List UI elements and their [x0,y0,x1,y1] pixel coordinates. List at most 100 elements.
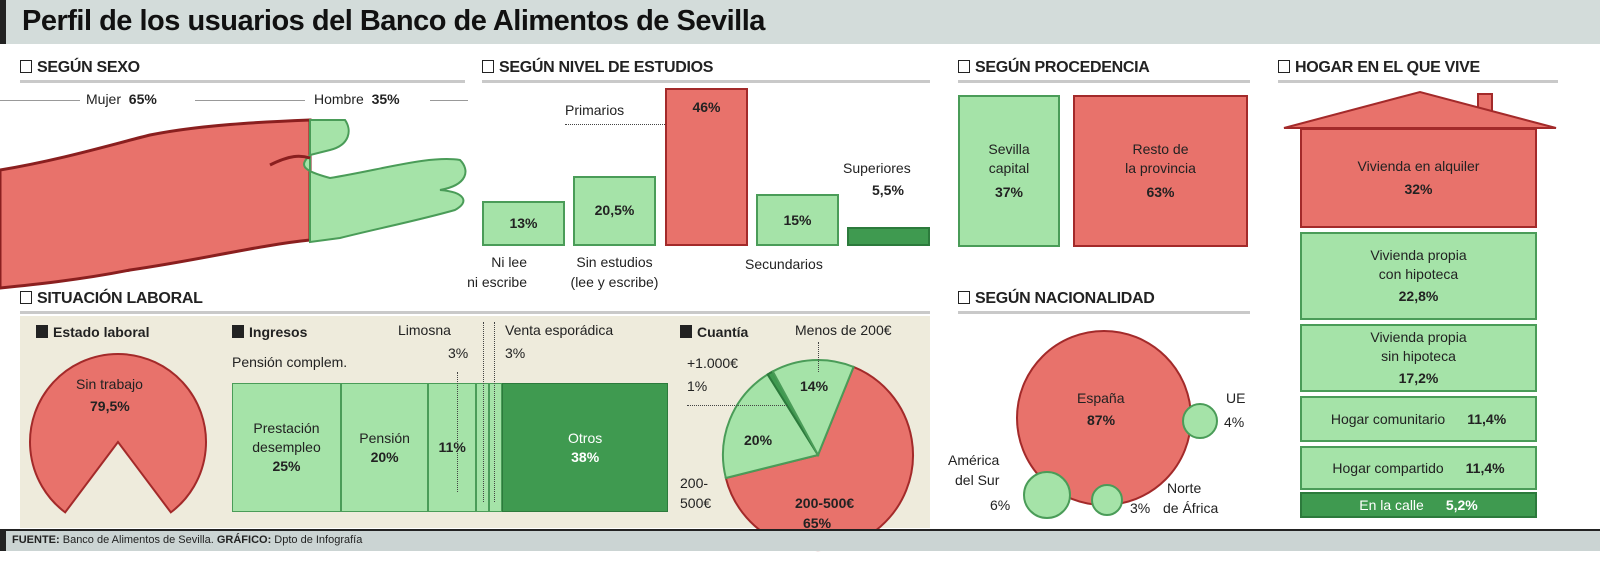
divider [482,80,930,83]
category-label: En la calle [1359,496,1424,513]
fuente-text: Banco de Alimentos de Sevilla. [62,534,214,546]
value-label: 32% [1404,181,1433,197]
category-label: sin hipoteca [1381,347,1456,364]
male-hand-mark [303,119,467,244]
leader-line [565,124,665,125]
category-label: 3% [448,345,469,361]
category-label: del Sur [955,472,1000,488]
category-label: con hipoteca [1378,265,1459,282]
category-label: capital [988,159,1030,176]
divider [958,311,1250,314]
section-heading-procedencia: SEGÚN PROCEDENCIA [958,59,1150,77]
pie-slice-cuantia [724,365,914,551]
category-label: Primarios [565,102,625,118]
category-label: Norte [1167,480,1202,496]
category-label: UE [1226,390,1246,406]
nacionalidad-bubble-3 [1023,471,1071,519]
square-bullet-icon [1278,60,1290,73]
category-label: Otros [568,429,603,446]
category-label: 6% [990,497,1011,513]
value-label: 37% [994,184,1024,201]
value-label: 13% [509,215,538,232]
grafico-label: GRÁFICO: [216,534,272,546]
category-label: desempleo [252,439,321,456]
estudios-bar: 15% [756,194,839,246]
label-text: Hombre [314,91,364,107]
category-label: Sevilla [988,140,1030,157]
fuente-label: FUENTE: [12,534,60,546]
leader-line [687,405,787,406]
finger-mark [269,154,311,167]
category-label: Hogar comunitario [1330,410,1446,427]
category-label: 3% [505,345,526,361]
grafico-text: Dpto de Infografía [274,534,363,546]
category-label: Sin trabajo [76,376,143,392]
category-label: Vivienda propia [1370,246,1467,263]
category-label: (lee y escribe) [570,274,659,290]
divider [1278,80,1558,83]
house-roof-icon [1283,90,1557,129]
section-heading-sexo: SEGÚN SEXO [20,59,140,77]
pie-slice-sin-trabajo [29,353,207,514]
hand-illustration [0,118,467,290]
procedencia-bar-sevilla: Sevilla capital 37% [958,95,1060,247]
category-label: Menos de 200€ [795,322,892,338]
square-bullet-icon [36,325,48,338]
footer: FUENTE: Banco de Alimentos de Sevilla. G… [0,529,1600,551]
ingresos-bar: Pensión 20% [341,383,429,512]
square-bullet-icon [958,291,970,304]
category-label: Secundarios [745,256,823,272]
value-label: 87% [1087,412,1116,428]
value-label: 20,5% [594,202,635,219]
value-label: 11,4% [1465,459,1505,476]
divider [0,100,80,101]
heading-text: SEGÚN NIVEL DE ESTUDIOS [499,59,714,76]
leader-line [457,372,458,492]
value-label: 5,5% [872,182,904,198]
mujer-value: 65% [128,91,157,107]
square-bullet-icon [20,60,32,73]
hogar-bar: Vivienda propia sin hipoteca 17,2% [1300,324,1537,392]
category-label: 1% [687,378,708,394]
divider [430,100,468,101]
category-label: Superiores [843,160,911,176]
pie-slice-cuantia [722,373,820,480]
square-bullet-icon [20,291,32,304]
value-label: 25% [272,457,301,474]
leader-line [818,342,819,372]
value-label: 38% [571,448,600,465]
value-label: 11% [438,439,466,456]
category-label: Vivienda en alquiler [1357,158,1480,175]
estudios-bar [847,227,930,246]
square-bullet-icon [232,325,244,338]
value-label: 79,5% [90,398,130,414]
leader-line [494,322,495,502]
divider [195,100,305,101]
category-label: Pensión [359,429,410,446]
category-label: 3% [1130,500,1151,516]
category-label: Prestación [253,420,320,437]
square-bullet-icon [680,325,692,338]
ingresos-heading: Ingresos [232,324,307,340]
heading-text: Cuantía [697,324,749,340]
pie-slice-cuantia [771,359,855,458]
value-label: 5,2% [1445,496,1478,513]
category-label: Hogar compartido [1332,459,1444,476]
heading-text: SEGÚN SEXO [37,59,140,76]
category-label: 4% [1224,414,1245,430]
value-label: 20% [744,432,773,448]
hogar-bar: Vivienda propia con hipoteca 22,8% [1300,232,1537,320]
heading-text: Estado laboral [53,324,150,340]
hogar-bar: En la calle 5,2% [1300,492,1537,518]
hombre-value: 35% [371,91,400,107]
category-label: Vivienda propia [1370,328,1467,345]
category-label: España [1077,390,1125,406]
value-label: 65% [803,515,832,531]
hogar-bar: Vivienda en alquiler 32% [1300,128,1537,228]
label-text: Mujer [86,91,122,107]
category-label: Sin estudios [576,254,653,270]
category-label: América [948,452,1000,468]
value-label: 22,8% [1398,288,1439,305]
ingresos-bar: 11% [428,383,477,512]
page-title: Perfil de los usuarios del Banco de Alim… [22,5,765,37]
